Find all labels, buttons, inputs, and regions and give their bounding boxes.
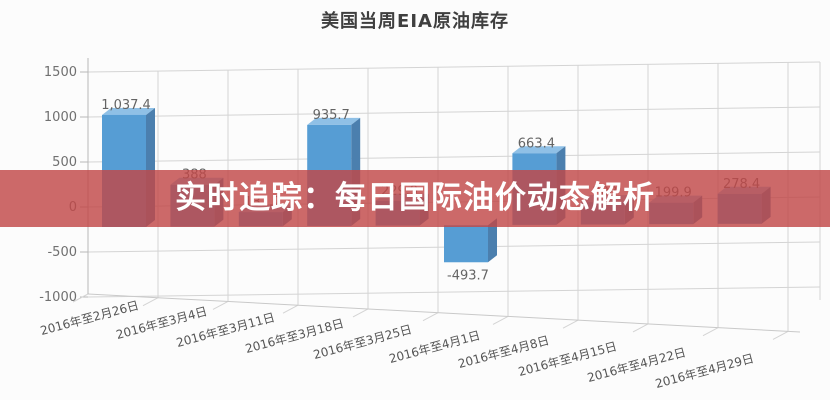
chart-title: 美国当周EIA原油库存 bbox=[321, 11, 509, 32]
headline-banner: 实时追踪：每日国际油价动态解析 bbox=[0, 170, 830, 227]
floor-tick bbox=[282, 304, 299, 314]
floor-tick bbox=[772, 331, 789, 340]
bar bbox=[444, 225, 488, 263]
bar-value-label: 663.4 bbox=[518, 136, 555, 151]
bar-top-face bbox=[102, 107, 155, 115]
x-axis-line bbox=[87, 293, 801, 333]
floor-tick bbox=[212, 301, 229, 310]
gridline-horizontal bbox=[87, 106, 821, 118]
floor-tick bbox=[142, 297, 159, 307]
y-tick-label: 1000 bbox=[44, 110, 77, 125]
floor-tick bbox=[562, 319, 579, 329]
bar-value-label: 935.7 bbox=[313, 108, 350, 123]
bar-top-face bbox=[307, 117, 361, 125]
bar-value-label: -493.7 bbox=[447, 268, 489, 283]
gridline-horizontal bbox=[87, 151, 821, 163]
bar-value-label: 1,037.4 bbox=[101, 98, 151, 113]
headline-text: 实时追踪：每日国际油价动态解析 bbox=[175, 180, 655, 216]
y-tick-label: 500 bbox=[52, 155, 77, 170]
y-tick-label: -500 bbox=[47, 245, 77, 260]
bar-side-face bbox=[488, 218, 497, 263]
floor-tick bbox=[702, 327, 719, 337]
floor-tick bbox=[422, 312, 439, 322]
floor-tick bbox=[352, 308, 369, 318]
bar-top-face bbox=[512, 146, 566, 154]
gridline-horizontal bbox=[87, 286, 821, 298]
y-tick-label: -1000 bbox=[39, 290, 77, 305]
floor-tick bbox=[632, 323, 649, 333]
y-tick-label: 1500 bbox=[44, 65, 77, 80]
floor-tick bbox=[72, 293, 89, 303]
gridline-horizontal bbox=[87, 61, 821, 73]
floor-tick bbox=[492, 316, 509, 325]
